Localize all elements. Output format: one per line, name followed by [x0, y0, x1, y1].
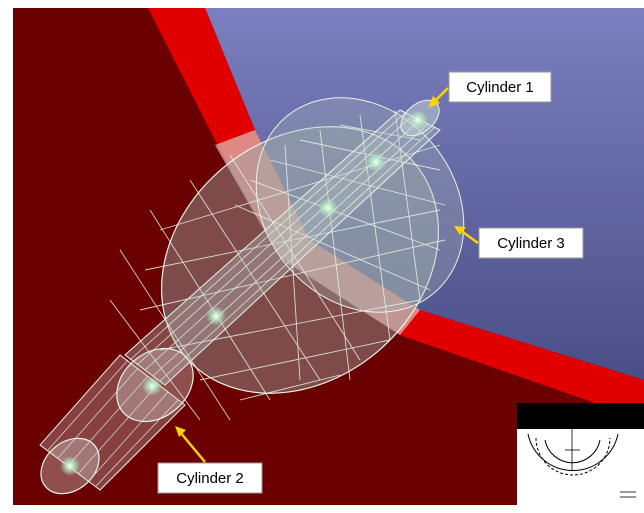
cylinder-3-callout: Cylinder 3 — [454, 226, 584, 259]
mesh-nodes — [60, 110, 428, 476]
cylinder-3-label: Cylinder 3 — [497, 235, 565, 252]
cylinder-2-label: Cylinder 2 — [176, 470, 244, 487]
overlap-region — [215, 130, 420, 335]
cross-section-thumbnail-icon — [517, 403, 644, 513]
cylinder-2-callout: Cylinder 2 — [157, 426, 263, 494]
cylinder-1-callout: Cylinder 1 — [428, 71, 552, 108]
red-band — [148, 8, 644, 420]
cylinder-1-label: Cylinder 1 — [466, 79, 534, 96]
